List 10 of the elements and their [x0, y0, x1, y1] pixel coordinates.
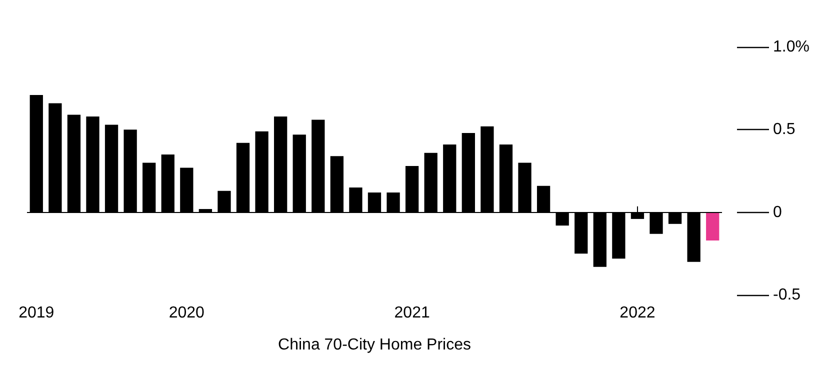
x-tick-label: 2022: [620, 304, 656, 322]
y-tick-label: 0.5: [773, 121, 796, 138]
bar: [706, 212, 720, 240]
y-tick-label: -0.5: [773, 286, 801, 304]
y-tick-label: 1.0%: [773, 38, 810, 56]
x-tick-label: 2020: [168, 304, 205, 322]
x-tick-label: 2019: [18, 304, 54, 322]
x-tick-label: 2021: [394, 304, 430, 322]
y-tick-label: 0: [773, 204, 782, 221]
x-axis-title: China 70-City Home Prices: [278, 336, 471, 354]
